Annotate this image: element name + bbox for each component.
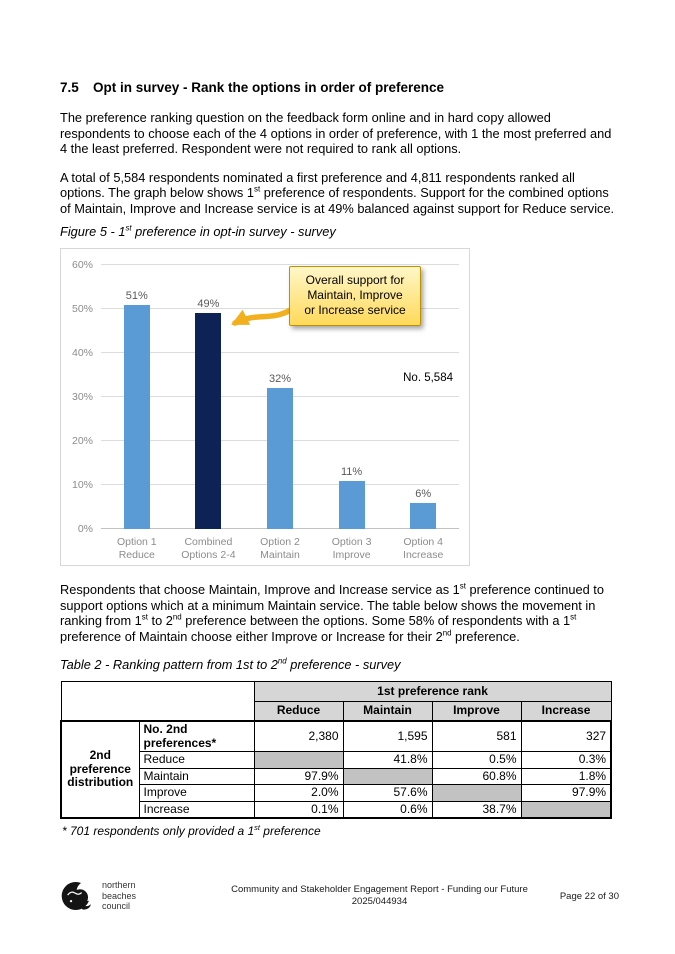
chart-bar: 49%	[195, 298, 222, 529]
paragraph-1: The preference ranking question on the f…	[60, 110, 612, 156]
section-title: Opt in survey - Rank the options in orde…	[93, 80, 445, 95]
x-axis-category-label: Option 2 Maintain	[260, 536, 300, 561]
bar-value-label: 51%	[125, 289, 148, 302]
page-number: Page 22 of 30	[559, 890, 619, 902]
blank-cell	[520, 800, 613, 819]
table-row: Reduce 41.8% 0.5% 0.3%	[61, 751, 613, 769]
chart-sample-size-label: No. 5,584	[403, 371, 453, 384]
y-axis-tick-label: 40%	[71, 347, 93, 359]
value-cell: 0.5%	[431, 751, 522, 769]
y-axis-tick-label: 0%	[77, 523, 93, 535]
y-axis-tick-label: 60%	[71, 259, 93, 271]
value-cell: 60.8%	[431, 767, 522, 785]
section-number: 7.5	[60, 80, 79, 95]
column-header-reduce: Reduce	[253, 700, 344, 722]
blank-cell	[431, 784, 522, 802]
bar-column: 6%	[387, 265, 459, 529]
figure-caption: Figure 5 - 1st preference in opt-in surv…	[60, 223, 336, 239]
blank-cell	[342, 767, 433, 785]
value-cell: 2,380	[253, 720, 344, 752]
council-name: northern beaches council	[102, 880, 136, 912]
chart-bar: 11%	[338, 466, 365, 529]
chart-callout: Overall support for Maintain, Improve or…	[289, 266, 421, 326]
gridline	[101, 352, 459, 353]
value-cell: 97.9%	[253, 767, 344, 785]
chart-plot-area: No. 5,584 0% 10% 20% 30% 40% 50% 60% 51% 49% 32% 1…	[72, 259, 459, 535]
row-label: No. 2nd preferences*	[138, 720, 255, 752]
value-cell: 2.0%	[253, 784, 344, 802]
footer-title-line: Community and Stakeholder Engagement Rep…	[231, 884, 528, 895]
bar-chart: No. 5,584 0% 10% 20% 30% 40% 50% 60% 51% 49% 32% 1…	[60, 248, 470, 566]
x-axis-category-label: Option 4 Increase	[403, 536, 444, 561]
page-footer: northern beaches council Community and S…	[60, 879, 619, 913]
callout-line-2: Maintain, Improve	[307, 288, 403, 302]
value-cell: 581	[431, 720, 522, 752]
council-logo-icon	[61, 881, 94, 911]
x-axis-category-label: Combined Options 2-4	[181, 536, 236, 561]
footer-reference-number: 2025/044934	[351, 896, 408, 907]
row-group-label: 2nd preference distribution	[60, 720, 140, 819]
table-footnote: * 701 respondents only provided a 1st pr…	[62, 823, 321, 838]
row-label: Increase	[138, 800, 255, 819]
footer-document-title: Community and Stakeholder Engagement Rep…	[218, 884, 541, 908]
column-header-maintain: Maintain	[342, 700, 433, 722]
y-axis-tick-label: 20%	[71, 435, 93, 447]
bar-value-label: 6%	[415, 487, 432, 500]
value-cell: 57.6%	[342, 784, 433, 802]
bar-value-label: 32%	[268, 373, 291, 386]
bar-column: 32%	[244, 265, 316, 529]
chart-bar: 32%	[266, 373, 293, 529]
y-axis-tick-label: 10%	[71, 479, 93, 491]
chart-bar: 51%	[123, 290, 150, 529]
bars-container: 51% 49% 32% 11% 6%	[101, 265, 459, 529]
value-cell: 327	[520, 720, 613, 752]
preference-rank-table: 1st preference rank Reduce Maintain Impr…	[60, 681, 613, 819]
column-header-improve: Improve	[431, 700, 522, 722]
row-label: Reduce	[138, 751, 255, 769]
callout-line-1: Overall support for	[305, 273, 405, 287]
x-axis-category-label: Option 3 Improve	[331, 536, 372, 561]
bar-column: 51%	[101, 265, 173, 529]
value-cell: 41.8%	[342, 751, 433, 769]
x-axis-labels: Option 1 Reduce Combined Options 2-4 Option …	[101, 536, 459, 562]
council-logo-block: northern beaches council	[60, 879, 218, 913]
council-name-line-1: northern	[102, 880, 136, 891]
row-label: Improve	[138, 784, 255, 802]
chart-bar: 6%	[410, 488, 437, 529]
table-row: 2nd preference distribution No. 2nd prefere…	[60, 720, 613, 819]
callout-line-3: or Increase service	[304, 303, 406, 317]
council-name-line-2: beaches	[102, 890, 137, 901]
value-cell: 1,595	[342, 720, 433, 752]
bar-column: 49%	[173, 265, 245, 529]
table-caption: Table 2 - Ranking pattern from 1st to 2n…	[60, 656, 401, 672]
paragraph-2: A total of 5,584 respondents nominated a…	[60, 169, 615, 216]
bar-value-label: 11%	[340, 465, 363, 478]
value-cell: 0.1%	[253, 800, 344, 819]
blank-cell	[253, 751, 344, 769]
table-corner-cell	[60, 681, 255, 722]
value-cell: 97.9%	[520, 784, 613, 802]
table-row: Increase 0.1% 0.6% 38.7%	[61, 800, 613, 819]
value-cell: 38.7%	[431, 800, 522, 819]
bar-column: 11%	[316, 265, 388, 529]
value-cell: 0.3%	[520, 751, 613, 769]
council-name-line-3: council	[102, 901, 131, 912]
column-group-header: 1st preference rank	[253, 681, 612, 702]
table-row: Improve 2.0% 57.6% 97.9%	[61, 784, 613, 802]
row-label: Maintain	[138, 767, 255, 785]
y-axis-tick-label: 50%	[71, 303, 93, 315]
bar-value-label: 49%	[197, 298, 220, 311]
value-cell: 0.6%	[342, 800, 433, 819]
x-axis-category-label: Option 1 Reduce	[116, 536, 157, 561]
section-heading: 7.5 Opt in survey - Rank the options in …	[60, 80, 617, 95]
paragraph-3: Respondents that choose Maintain, Improv…	[60, 581, 604, 644]
table-row: Maintain 97.9% 60.8% 1.8%	[61, 767, 613, 785]
y-axis-tick-label: 30%	[71, 391, 93, 403]
value-cell: 1.8%	[520, 767, 613, 785]
column-header-increase: Increase	[520, 700, 612, 722]
gridline	[101, 264, 459, 265]
